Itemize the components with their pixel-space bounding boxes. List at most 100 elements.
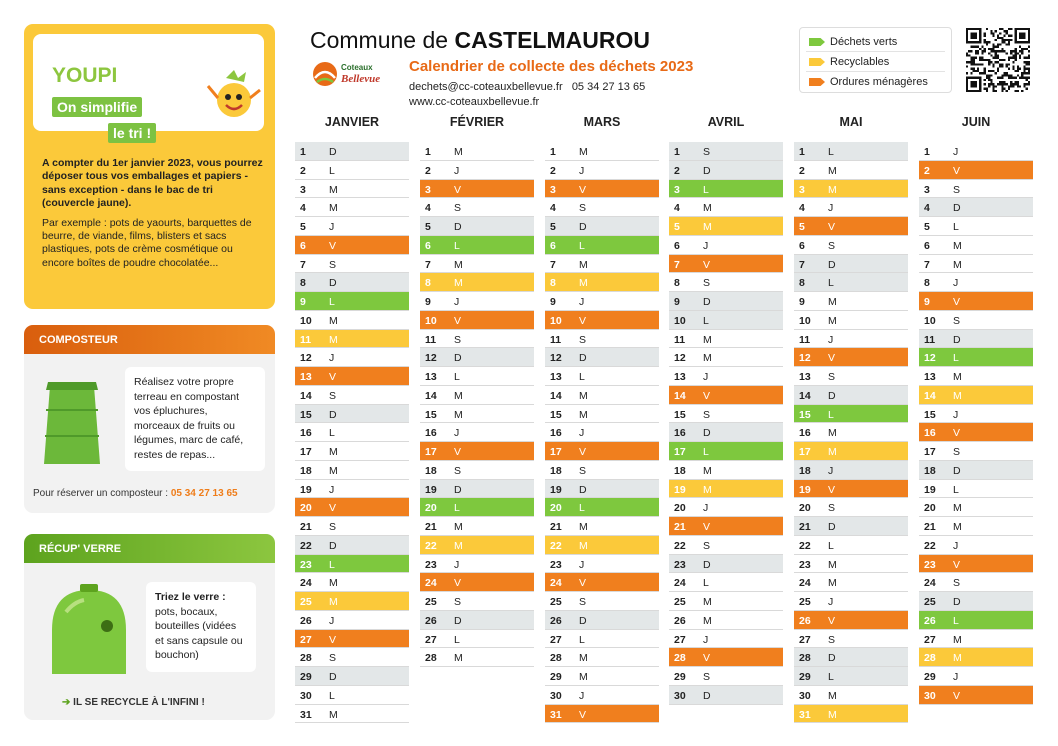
day-number: 10 <box>300 314 312 327</box>
day-letter: D <box>579 483 587 496</box>
day-number: 21 <box>425 521 437 533</box>
day-letter: D <box>329 277 337 290</box>
day-row: 28 S <box>295 648 409 667</box>
day-row: 22 J <box>919 535 1033 555</box>
day-letter: S <box>703 671 711 683</box>
day-number: 8 <box>799 277 805 290</box>
day-letter: V <box>579 446 587 458</box>
day-letter: L <box>579 633 585 646</box>
day-row: 31 V <box>545 704 659 724</box>
mascot-icon <box>206 70 261 117</box>
day-number: 20 <box>425 502 437 515</box>
day-number: 27 <box>674 633 686 646</box>
day-row: 18 M <box>295 460 409 480</box>
day-letter: J <box>828 596 834 608</box>
day-letter: M <box>454 258 463 271</box>
day-number: 12 <box>924 352 936 365</box>
day-row: 22 M <box>420 535 534 555</box>
month-name: FÉVRIER <box>449 115 505 129</box>
day-number: 26 <box>425 614 437 627</box>
day-row: 13 V <box>295 367 409 386</box>
verre-text-bold: Triez le verre : <box>155 591 226 603</box>
day-number: 17 <box>799 446 811 458</box>
contact-website[interactable]: www.cc-coteauxbellevue.fr <box>409 96 540 108</box>
day-row: 25 S <box>545 592 659 611</box>
day-row: 13 J <box>669 367 783 386</box>
day-number: 7 <box>799 258 805 271</box>
day-letter: J <box>828 464 834 477</box>
day-number: 7 <box>550 258 556 271</box>
day-letter: J <box>828 202 834 215</box>
day-row: 10 L <box>669 310 783 330</box>
page-title: Commune de CASTELMAUROU <box>310 27 650 54</box>
youpi-tag-2: le tri ! <box>108 123 157 143</box>
day-number: 12 <box>799 352 811 365</box>
day-number: 23 <box>674 558 686 571</box>
day-letter: V <box>828 614 836 627</box>
day-letter: L <box>329 558 335 571</box>
day-letter: S <box>828 239 836 252</box>
day-number: 8 <box>425 277 431 290</box>
day-letter: L <box>454 371 460 383</box>
day-number: 24 <box>924 577 936 590</box>
day-letter: J <box>703 239 709 252</box>
day-number: 3 <box>300 183 306 196</box>
reserve-phone[interactable]: 05 34 27 13 65 <box>170 488 238 499</box>
qr-code-icon[interactable] <box>966 28 1030 92</box>
day-number: 20 <box>300 502 312 515</box>
day-letter: J <box>329 221 335 233</box>
day-letter: J <box>454 296 460 308</box>
day-number: 7 <box>425 258 431 271</box>
day-number: 12 <box>425 352 437 365</box>
day-list: 1 L 2 M 3 M 4 J 5 V 6 S 7 D 8 L 9 M 10 M 11 J 12 V 13 S 14 D 15 L 16 M 1… <box>794 142 908 724</box>
day-number: 24 <box>300 577 312 590</box>
day-number: 18 <box>799 464 811 477</box>
day-letter: D <box>828 521 836 533</box>
day-letter: V <box>828 483 836 496</box>
day-number: 13 <box>799 371 811 383</box>
contact-phone[interactable]: 05 34 27 13 65 <box>571 81 646 93</box>
day-letter: S <box>703 408 711 421</box>
day-number: 9 <box>799 296 805 308</box>
day-letter: D <box>703 296 711 308</box>
day-row: 11 S <box>545 329 659 349</box>
day-letter: M <box>703 202 712 215</box>
legend-item: Ordures ménagères <box>806 72 945 92</box>
day-letter: S <box>953 446 961 458</box>
contact-email[interactable]: dechets@cc-coteauxbellevue.fr <box>409 81 563 93</box>
day-letter: S <box>703 146 711 158</box>
day-row: 22 S <box>669 535 783 555</box>
day-number: 20 <box>924 502 936 515</box>
day-row: 22 M <box>545 535 659 555</box>
day-number: 23 <box>425 558 437 571</box>
day-row: 29 J <box>919 667 1033 686</box>
day-letter: M <box>828 427 837 440</box>
day-row: 18 S <box>545 460 659 480</box>
day-letter: S <box>953 314 961 327</box>
logo-text-1: Coteaux <box>341 63 373 72</box>
day-letter: J <box>953 408 959 421</box>
day-number: 1 <box>674 146 680 158</box>
logo-text-2: Bellevue <box>340 73 380 85</box>
day-number: 18 <box>924 464 936 477</box>
day-row: 27 M <box>919 629 1033 649</box>
day-number: 9 <box>924 296 930 308</box>
verre-footer: ➔ IL SE RECYCLE À L'INFINI ! <box>62 697 205 708</box>
day-letter: V <box>329 371 337 383</box>
day-letter: S <box>579 464 587 477</box>
day-number: 7 <box>924 258 930 271</box>
month-name: MARS <box>583 115 621 129</box>
day-letter: M <box>953 633 962 646</box>
day-letter: D <box>454 483 462 496</box>
day-letter: M <box>703 614 712 627</box>
day-letter: M <box>703 333 712 346</box>
day-letter: M <box>329 577 338 590</box>
day-row: 20 L <box>545 498 659 517</box>
day-number: 11 <box>924 333 936 346</box>
day-letter: L <box>579 371 585 383</box>
day-letter: L <box>454 239 460 252</box>
